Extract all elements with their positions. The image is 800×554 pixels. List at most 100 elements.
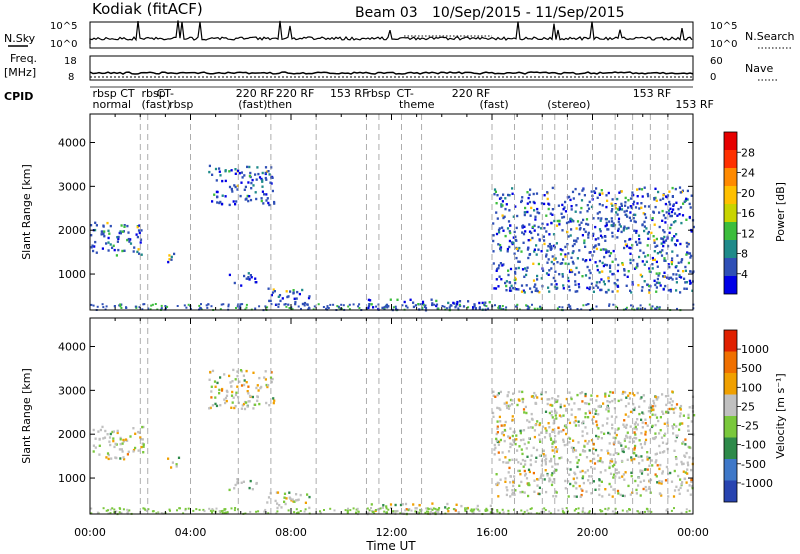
data-cell [494,395,497,398]
data-cell [611,204,614,207]
data-cell [523,411,526,414]
data-cell [522,241,525,244]
station-title: Kodiak (fitACF) [92,0,203,18]
data-cell [496,431,499,434]
data-cell [220,389,224,392]
data-cell [629,261,632,265]
data-cell [564,200,567,204]
data-cell [503,424,506,427]
data-cell [592,415,595,419]
data-cell [272,397,275,400]
data-cell [90,234,93,237]
data-cell [534,283,537,286]
data-cell [546,402,549,406]
noise-panel: N.Sky 10^5 10^0 10^5 10^0 N.Search [4,20,795,50]
data-cell [211,173,214,176]
freq-left-unit: [MHz] [4,66,36,79]
data-cell [552,478,556,481]
data-cell [495,278,498,281]
data-cell [673,235,676,238]
data-cell [140,253,143,256]
data-cell [550,267,553,270]
data-cell [670,223,673,226]
noise-right-label: N.Search [745,30,795,43]
data-cell [546,398,549,401]
data-cell [100,233,103,236]
ground-scatter-cell [109,512,112,515]
data-cell [494,287,498,290]
data-cell [540,392,543,396]
data-cell [648,479,651,482]
ground-scatter-cell [588,510,591,513]
data-cell [123,224,126,227]
data-cell [524,459,527,463]
ground-scatter-cell [676,307,678,310]
data-cell [522,465,525,468]
data-cell [236,188,239,191]
data-cell [457,511,460,514]
data-cell [617,452,620,456]
ground-scatter-cell [449,304,452,307]
data-cell [497,243,500,246]
ground-scatter-cell [241,303,244,306]
data-cell [508,436,511,440]
ground-scatter-cell [567,303,570,306]
data-cell [627,415,630,418]
data-cell [517,288,520,291]
data-cell [628,392,631,395]
data-cell [536,484,539,487]
data-cell [534,460,537,463]
data-cell [668,266,671,269]
data-cell [598,484,601,487]
ground-scatter-cell [505,306,508,309]
ground-scatter-cell [368,509,371,512]
data-cell [513,252,516,255]
ground-scatter-cell [287,303,290,306]
data-cell [248,394,252,398]
data-cell [655,475,658,478]
data-cell [533,490,536,493]
data-cell [672,273,675,276]
data-cell [493,188,497,191]
data-cell [452,301,455,305]
ground-scatter-cell [385,507,388,510]
data-cell [606,405,609,409]
data-cell [685,481,688,484]
data-cell [635,266,638,269]
ground-scatter-cell [239,305,242,308]
data-cell [230,169,233,172]
data-cell [95,251,98,254]
data-cell [247,272,250,275]
data-cell [612,272,615,276]
data-cell [549,478,552,482]
data-cell [261,190,264,193]
data-cell [109,443,112,447]
data-cell [570,205,573,208]
data-cell [625,245,629,248]
data-cell [547,202,550,205]
data-cell [662,412,665,415]
ground-scatter-cell [336,305,339,308]
data-cell [507,391,510,394]
data-cell [636,243,639,246]
data-cell [675,425,678,428]
data-cell [650,459,653,462]
data-cell [115,443,118,446]
data-cell [655,260,658,264]
power-colorbar-label: Power [dB] [774,182,787,242]
data-cell [533,250,536,253]
colorbar-tick-label: -100 [741,439,766,452]
data-cell [488,301,491,304]
data-cell [601,236,604,239]
ground-scatter-cell [230,507,233,510]
data-cell [637,234,641,237]
ground-scatter-cell [459,305,462,308]
data-cell [577,420,580,423]
data-cell [588,269,591,272]
data-cell [454,306,457,309]
data-cell [692,225,695,229]
data-cell [681,481,684,484]
ground-scatter-cell [205,304,208,307]
ground-scatter-cell [469,509,472,512]
